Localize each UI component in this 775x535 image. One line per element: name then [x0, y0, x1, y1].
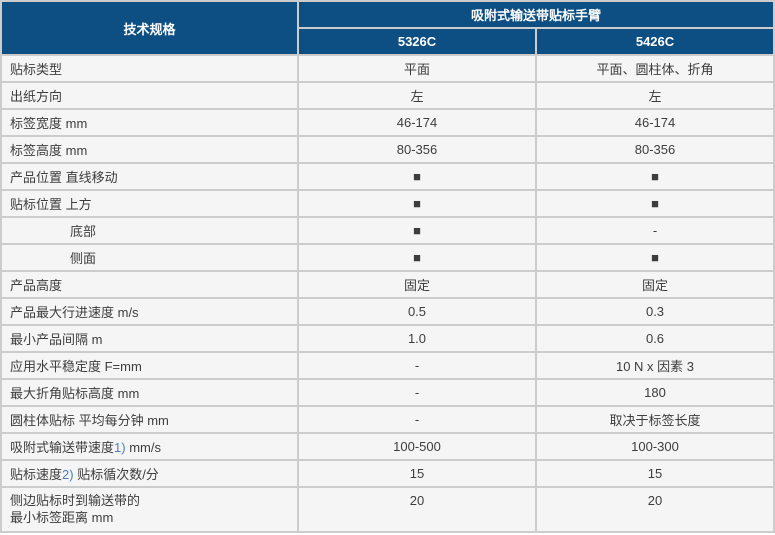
table-row: 标签高度 mm 80-356 80-356 — [2, 137, 774, 162]
table-row: 应用水平稳定度 F=mm - 10 N x 因素 3 — [2, 353, 774, 378]
table-row: 圆柱体贴标 平均每分钟 mm - 取决于标签长度 — [2, 407, 774, 432]
spec-label-unit: mm/s — [125, 440, 161, 455]
spec-value: 80-356 — [299, 137, 535, 162]
spec-value: 平面 — [299, 56, 535, 81]
spec-value: 固定 — [537, 272, 774, 297]
spec-label: 侧面 — [2, 245, 297, 270]
spec-value: 左 — [299, 83, 535, 108]
spec-label-line1: 侧边贴标时到输送带的 — [10, 493, 141, 508]
spec-label: 出纸方向 — [2, 83, 297, 108]
spec-label: 圆柱体贴标 平均每分钟 mm — [2, 407, 297, 432]
spec-value: ■ — [537, 164, 774, 189]
spec-label: 产品高度 — [2, 272, 297, 297]
spec-value: 左 — [537, 83, 774, 108]
spec-value: 10 N x 因素 3 — [537, 353, 774, 378]
group-header: 吸附式输送带贴标手臂 — [299, 2, 774, 27]
spec-label: 产品位置 直线移动 — [2, 164, 297, 189]
spec-label: 最小产品间隔 m — [2, 326, 297, 351]
spec-value: ■ — [299, 164, 535, 189]
table-row: 吸附式输送带速度1) mm/s 100-500 100-300 — [2, 434, 774, 459]
spec-value: 100-300 — [537, 434, 774, 459]
footnote-marker-2: 2) — [62, 467, 74, 482]
spec-label: 标签宽度 mm — [2, 110, 297, 135]
spec-value: 1.0 — [299, 326, 535, 351]
spec-value: - — [299, 353, 535, 378]
table-row: 侧边贴标时到输送带的 最小标签距离 mm 20 20 — [2, 488, 774, 531]
spec-value: 取决于标签长度 — [537, 407, 774, 432]
table-row: 产品最大行进速度 m/s 0.5 0.3 — [2, 299, 774, 324]
spec-label-text: 吸附式输送带速度 — [10, 440, 115, 455]
spec-value: 0.6 — [537, 326, 774, 351]
spec-label: 应用水平稳定度 F=mm — [2, 353, 297, 378]
spec-value: 15 — [299, 461, 535, 486]
table-row: 产品位置 直线移动 ■ ■ — [2, 164, 774, 189]
spec-label: 贴标速度2) 贴标循次数/分 — [2, 461, 297, 486]
spec-label: 吸附式输送带速度1) mm/s — [2, 434, 297, 459]
table-row: 贴标类型 平面 平面、圆柱体、折角 — [2, 56, 774, 81]
spec-label-line2: 最小标签距离 mm — [10, 510, 114, 525]
spec-value: 0.3 — [537, 299, 774, 324]
spec-label: 侧边贴标时到输送带的 最小标签距离 mm — [2, 488, 297, 531]
spec-label: 贴标类型 — [2, 56, 297, 81]
table-row: 最大折角贴标高度 mm - 180 — [2, 380, 774, 405]
table-row: 产品高度 固定 固定 — [2, 272, 774, 297]
corner-header: 技术规格 — [2, 2, 297, 54]
spec-label: 底部 — [2, 218, 297, 243]
spec-value: ■ — [299, 218, 535, 243]
table-row: 贴标位置 上方 ■ ■ — [2, 191, 774, 216]
spec-value: ■ — [537, 245, 774, 270]
spec-value: - — [299, 380, 535, 405]
spec-label-text: 贴标速度 — [10, 467, 63, 482]
spec-value: 20 — [537, 488, 774, 531]
spec-value: ■ — [537, 191, 774, 216]
spec-value: 46-174 — [299, 110, 535, 135]
header-row-models: 5326C 5426C — [2, 29, 774, 54]
spec-value: 平面、圆柱体、折角 — [537, 56, 774, 81]
table-row: 标签宽度 mm 46-174 46-174 — [2, 110, 774, 135]
spec-value: 100-500 — [299, 434, 535, 459]
table-row: 贴标速度2) 贴标循次数/分 15 15 — [2, 461, 774, 486]
spec-value: 固定 — [299, 272, 535, 297]
spec-value: - — [537, 218, 774, 243]
header-row-group: 技术规格 吸附式输送带贴标手臂 — [2, 2, 774, 54]
spec-value: 180 — [537, 380, 774, 405]
table-row: 侧面 ■ ■ — [2, 245, 774, 270]
spec-value: ■ — [299, 245, 535, 270]
spec-label: 标签高度 mm — [2, 137, 297, 162]
model-header-5426c: 5426C — [537, 29, 774, 54]
spec-value: 80-356 — [537, 137, 774, 162]
spec-label: 产品最大行进速度 m/s — [2, 299, 297, 324]
model-header-5326c: 5326C — [299, 29, 535, 54]
footnote-marker-1: 1) — [114, 440, 126, 455]
spec-value: 15 — [537, 461, 774, 486]
spec-label: 最大折角贴标高度 mm — [2, 380, 297, 405]
table-row: 出纸方向 左 左 — [2, 83, 774, 108]
spec-value: - — [299, 407, 535, 432]
table-row: 最小产品间隔 m 1.0 0.6 — [2, 326, 774, 351]
spec-label-unit: 贴标循次数/分 — [73, 467, 159, 482]
spec-value: ■ — [299, 191, 535, 216]
spec-value: 46-174 — [537, 110, 774, 135]
spec-label: 贴标位置 上方 — [2, 191, 297, 216]
spec-value: 20 — [299, 488, 535, 531]
table-row: 底部 ■ - — [2, 218, 774, 243]
spec-value: 0.5 — [299, 299, 535, 324]
